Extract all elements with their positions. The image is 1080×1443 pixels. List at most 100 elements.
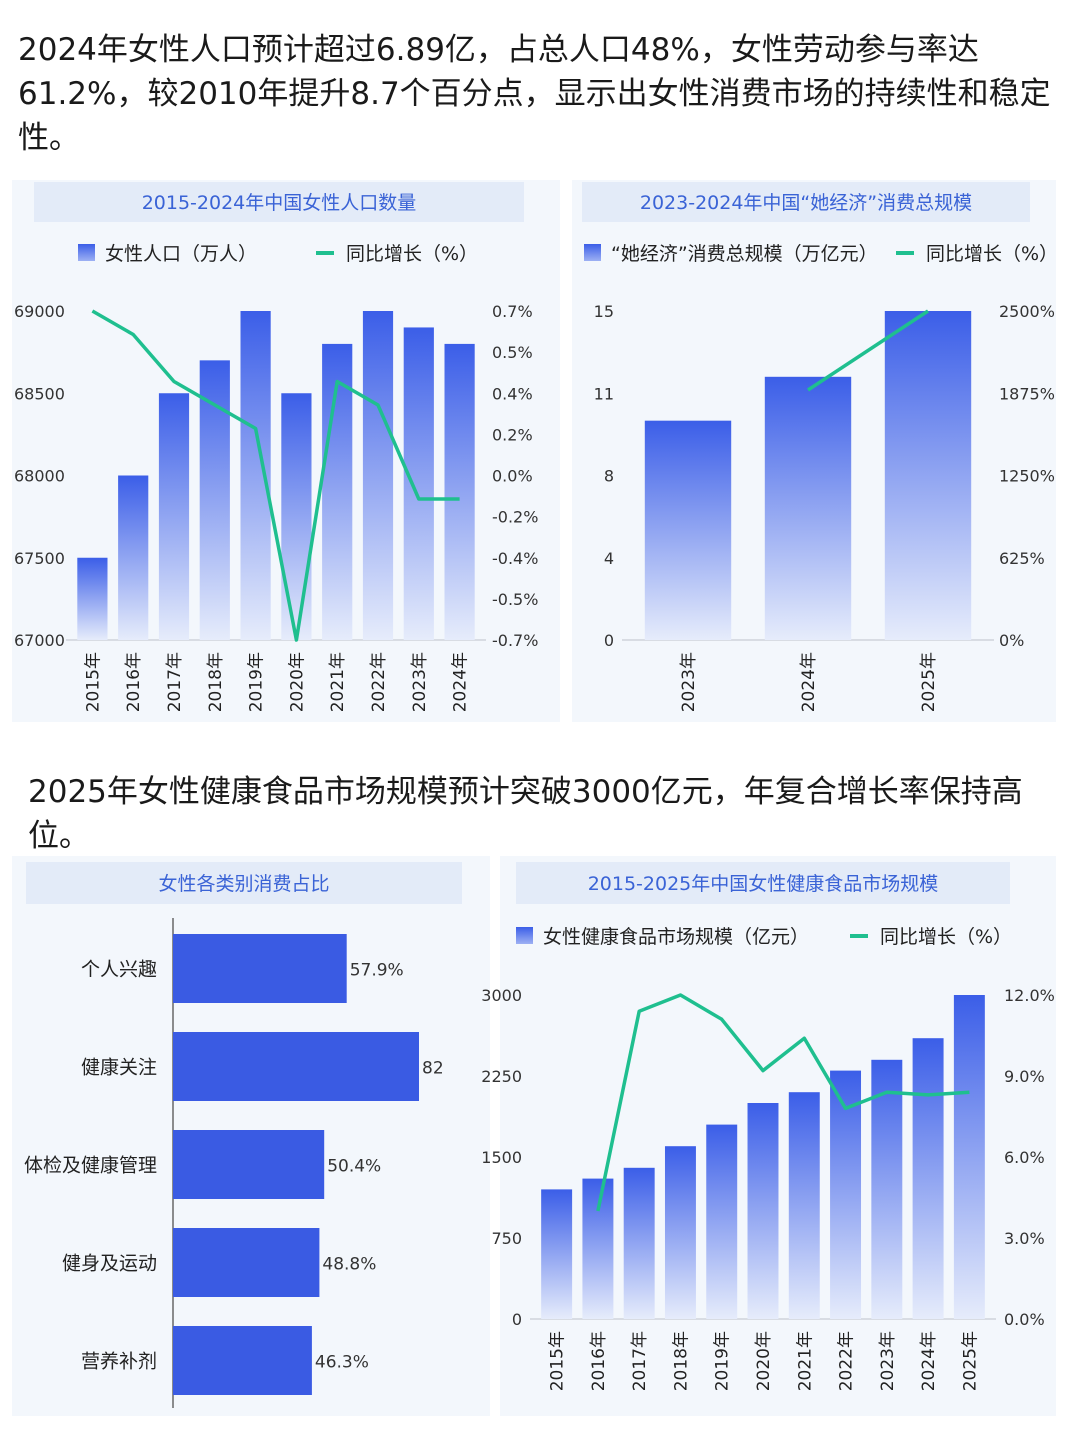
chart2-y-tick: 15 — [594, 302, 614, 321]
headline-2: 2025年女性健康食品市场规模预计突破3000亿元，年复合增长率保持高位。 — [28, 774, 1023, 854]
chart4-x-tick: 2017年 — [630, 1331, 650, 1391]
chart2-y2-tick: 1250% — [999, 467, 1055, 486]
chart2-y-tick: 8 — [604, 467, 614, 486]
chart4-y2-tick: 12.0% — [1004, 986, 1055, 1005]
chart1-x-tick: 2016年 — [124, 652, 144, 712]
chart1-bar — [444, 343, 475, 640]
chart2-y2-tick: 0% — [999, 631, 1024, 650]
chart3-bar — [173, 1032, 419, 1101]
chart1-title: 2015-2024年中国女性人口数量 — [142, 192, 417, 214]
chart3-category-label: 营养补剂 — [81, 1351, 157, 1373]
chart1-bar — [362, 311, 394, 640]
chart1-y-tick: 68000 — [14, 467, 65, 486]
chart1-x-tick: 2015年 — [83, 652, 103, 712]
chart4-bar — [706, 1124, 738, 1319]
chart3-category-label: 体检及健康管理 — [24, 1155, 157, 1177]
chart1-x-tick: 2023年 — [410, 652, 430, 712]
chart4-bar — [541, 1189, 573, 1319]
chart4-bar — [664, 1146, 696, 1319]
chart4-title-band — [516, 862, 1010, 904]
chart4-bar — [623, 1167, 655, 1319]
chart3-category-label: 健身及运动 — [62, 1253, 157, 1275]
chart2-title: 2023-2024年中国“她经济”消费总规模 — [640, 192, 972, 214]
chart4-x-tick: 2023年 — [878, 1331, 898, 1391]
chart3-value-label: 57.9% — [350, 961, 404, 981]
chart2-x-tick: 2023年 — [679, 652, 699, 712]
chart2-title-band — [582, 182, 1030, 222]
chart1-bar — [77, 557, 108, 640]
chart4-x-tick: 2020年 — [754, 1331, 774, 1391]
chart1-y-tick: 67000 — [14, 631, 65, 650]
chart2-bar — [884, 311, 972, 640]
chart3-category-label: 健康关注 — [81, 1057, 157, 1079]
chart3-bar — [173, 1130, 325, 1199]
chart1-x-tick: 2024年 — [451, 652, 471, 712]
chart4-y2-tick: 6.0% — [1004, 1148, 1045, 1167]
chart4-title: 2015-2025年中国女性健康食品市场规模 — [588, 873, 939, 895]
chart4-bar — [582, 1178, 614, 1319]
chart3-value-label: 48.8% — [322, 1255, 376, 1275]
chart1-legend-bar-label: 女性人口（万人） — [105, 243, 257, 265]
chart1-x-tick: 2017年 — [165, 652, 185, 712]
chart4-legend-line-label: 同比增长（%） — [880, 926, 1012, 948]
chart4-bar — [953, 995, 985, 1319]
chart2-y2-tick: 625% — [999, 549, 1045, 568]
chart2-y-tick: 0 — [604, 631, 614, 650]
chart1-x-tick: 2018年 — [206, 652, 226, 712]
chart1-bar — [158, 393, 190, 640]
chart3-bar — [173, 1228, 320, 1297]
chart4-x-tick: 2019年 — [713, 1331, 733, 1391]
chart4-bar — [871, 1059, 903, 1319]
chart3-value-label: 82 — [422, 1059, 444, 1079]
chart1-y2-tick: -0.4% — [492, 549, 538, 568]
chart1-x-tick: 2021年 — [328, 652, 348, 712]
chart1-y-tick: 67500 — [14, 549, 65, 568]
chart4-legend-bar-label: 女性健康食品市场规模（亿元） — [543, 926, 809, 948]
chart4-bar — [747, 1103, 779, 1319]
chart2-bar — [764, 376, 852, 640]
chart2-legend-line-label: 同比增长（%） — [926, 243, 1058, 265]
chart3-title-band — [26, 862, 462, 904]
chart2-y-tick: 4 — [604, 549, 614, 568]
chart1-y2-tick: -0.5% — [492, 590, 538, 609]
chart1-y2-tick: -0.7% — [492, 631, 538, 650]
chart3-bar — [173, 1326, 312, 1395]
chart4-bar — [830, 1070, 862, 1319]
chart2-legend-bar-swatch — [584, 244, 601, 261]
chart4-x-tick: 2018年 — [671, 1331, 691, 1391]
chart3-title: 女性各类别消费占比 — [158, 873, 329, 895]
chart1-growth-line — [91, 309, 460, 642]
chart1-bar — [281, 393, 312, 640]
chart1-y2-tick: 0.0% — [492, 467, 533, 486]
chart1-bar — [403, 327, 434, 640]
chart1-legend-line-label: 同比增长（%） — [346, 243, 478, 265]
chart2-x-tick: 2024年 — [799, 652, 819, 712]
chart4-bar — [788, 1092, 820, 1319]
chart1-title-band — [34, 182, 524, 222]
chart1-legend-bar-swatch — [78, 244, 95, 261]
chart2-bar — [644, 420, 732, 640]
chart1-bar — [199, 360, 230, 640]
chart4-y2-tick: 9.0% — [1004, 1067, 1045, 1086]
chart4-x-tick: 2016年 — [589, 1331, 609, 1391]
chart1-bar — [322, 343, 353, 640]
chart4-growth-line — [596, 993, 970, 1212]
chart4-legend-bar-swatch — [516, 927, 533, 944]
chart1-y2-tick: 0.7% — [492, 302, 533, 321]
chart1-x-tick: 2022年 — [369, 652, 389, 712]
chart4-x-tick: 2015年 — [548, 1331, 568, 1391]
chart2-x-tick: 2025年 — [919, 652, 939, 712]
headline-1: 2024年女性人口预计超过6.89亿，占总人口48%，女性劳动参与率达61.2%… — [18, 32, 1051, 156]
chart2-y-tick: 11 — [594, 384, 614, 403]
chart4-x-tick: 2024年 — [919, 1331, 939, 1391]
chart3-bar — [173, 934, 347, 1003]
chart4-y2-tick: 0.0% — [1004, 1310, 1045, 1329]
chart4-y-tick: 750 — [491, 1229, 522, 1248]
chart1-x-tick: 2020年 — [287, 652, 307, 712]
chart2-y2-tick: 2500% — [999, 302, 1055, 321]
chart4-y-tick: 3000 — [481, 986, 522, 1005]
chart4-y-tick: 2250 — [481, 1067, 522, 1086]
chart4-y2-tick: 3.0% — [1004, 1229, 1045, 1248]
chart1-x-tick: 2019年 — [247, 652, 267, 712]
